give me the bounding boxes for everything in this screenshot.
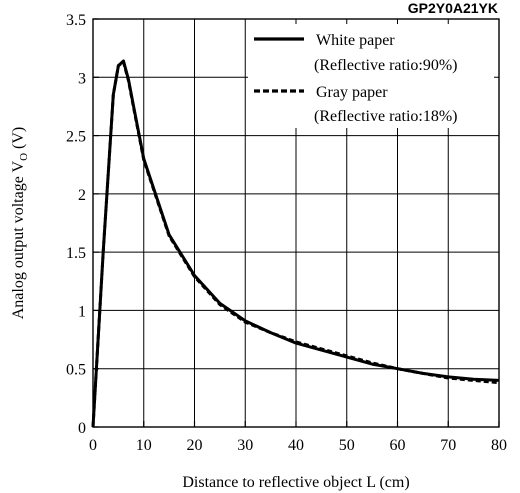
legend-label-gray-paper: Gray paper xyxy=(316,84,388,101)
legend-background xyxy=(248,24,494,128)
y-axis-label-unit: (V) xyxy=(10,127,27,153)
x-tick-label: 10 xyxy=(136,437,152,454)
y-axis-label: Analog output voltage VO (V) xyxy=(10,127,30,320)
y-tick-label: 1 xyxy=(78,303,86,320)
legend-label-white-paper: White paper xyxy=(316,32,395,49)
grid xyxy=(93,19,499,427)
legend-note-gray-paper: (Reflective ratio:18%) xyxy=(314,108,458,125)
y-tick-label: 0.5 xyxy=(66,362,86,379)
x-tick-label: 50 xyxy=(339,437,355,454)
x-tick-labels: 0 10 20 30 40 50 60 70 80 xyxy=(89,437,507,454)
x-tick-label: 0 xyxy=(89,437,97,454)
y-tick-label: 1.5 xyxy=(66,245,86,262)
y-axis-label-main: Analog output voltage V xyxy=(10,160,27,319)
chart-title: GP2Y0A21YK xyxy=(408,0,498,16)
y-tick-labels: 0 0.5 1 1.5 2 2.5 3 3.5 xyxy=(66,12,86,437)
y-tick-label: 3 xyxy=(78,70,86,87)
y-tick-label: 0 xyxy=(78,420,86,437)
legend: White paper (Reflective ratio:90%) Gray … xyxy=(248,24,494,128)
y-tick-label: 2 xyxy=(78,187,86,204)
x-tick-label: 70 xyxy=(440,437,456,454)
series-line-gray-paper xyxy=(91,60,500,428)
x-tick-label: 60 xyxy=(390,437,406,454)
y-axis-label-subscript: O xyxy=(18,153,30,161)
x-tick-label: 40 xyxy=(288,437,304,454)
x-tick-label: 20 xyxy=(187,437,203,454)
series-lines xyxy=(91,59,500,428)
x-axis-label: Distance to reflective object L (cm) xyxy=(182,474,409,491)
legend-note-white-paper: (Reflective ratio:90%) xyxy=(314,57,458,74)
x-tick-label: 30 xyxy=(237,437,253,454)
y-tick-label: 3.5 xyxy=(66,12,86,29)
y-tick-label: 2.5 xyxy=(66,129,86,146)
x-tick-label: 80 xyxy=(491,437,507,454)
